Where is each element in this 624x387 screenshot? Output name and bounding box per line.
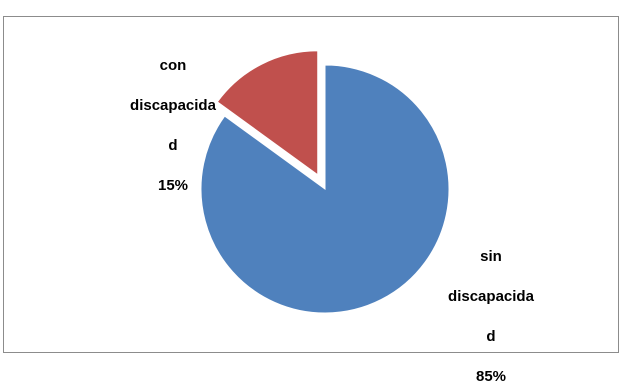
- slice-percent-label: 15%: [157, 177, 189, 194]
- slice-percent-label: 85%: [475, 368, 507, 385]
- pie-chart: [200, 50, 450, 314]
- slice-label-sin-discapacidad: sin discapacida d 85%: [428, 227, 554, 387]
- pie-slice-sin-discapacidad: [200, 64, 450, 314]
- slice-label-line: d: [168, 137, 178, 154]
- slice-label-line: d: [486, 328, 496, 345]
- slice-label-line: discapacida: [448, 288, 534, 305]
- chart-frame: con discapacida d 15% sin discapacida d …: [3, 16, 619, 385]
- pie-slice-con-discapacidad: [216, 50, 319, 176]
- slice-label-line: sin: [480, 248, 502, 265]
- slice-label-con-discapacidad: con discapacida d 15%: [110, 36, 236, 196]
- slice-label-line: discapacida: [130, 97, 216, 114]
- slice-label-line: con: [159, 57, 187, 74]
